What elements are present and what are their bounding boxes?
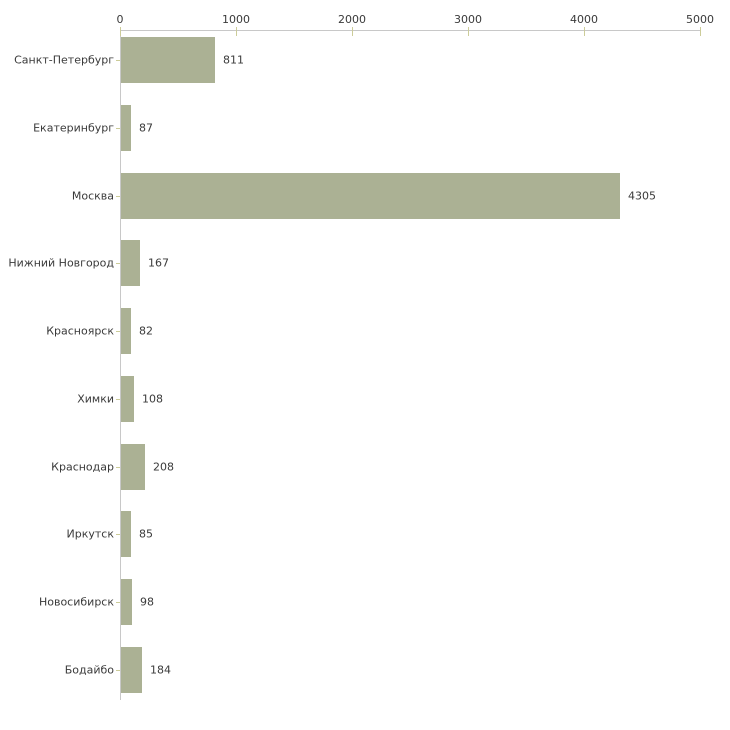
bar-value-label: 167 xyxy=(148,256,169,270)
bar-value-label: 184 xyxy=(150,663,171,677)
category-label: Красноярск xyxy=(46,324,114,338)
y-axis-tick xyxy=(116,467,120,468)
bar xyxy=(121,579,132,625)
y-axis-tick xyxy=(116,60,120,61)
bar-value-label: 4305 xyxy=(628,189,656,202)
x-axis-tick xyxy=(584,27,585,36)
bar-value-label: 82 xyxy=(139,324,153,338)
bar xyxy=(121,173,620,219)
category-label: Бодайбо xyxy=(64,663,114,677)
x-axis-tick-label: 4000 xyxy=(570,13,598,26)
category-label: Краснодар xyxy=(51,460,114,473)
x-axis-tick xyxy=(352,27,353,36)
bar xyxy=(121,240,140,286)
y-axis-tick xyxy=(116,602,120,603)
bar-value-label: 87 xyxy=(139,121,153,135)
x-axis-tick-label: 0 xyxy=(116,13,124,26)
category-label: Нижний Новгород xyxy=(8,256,114,270)
y-axis-line xyxy=(120,30,121,700)
bar xyxy=(121,37,215,83)
x-axis-tick xyxy=(700,27,701,36)
y-axis-tick xyxy=(116,670,120,671)
y-axis-tick xyxy=(116,331,120,332)
category-label: Новосибирск xyxy=(38,595,114,609)
bar xyxy=(121,647,142,693)
bar xyxy=(121,511,131,557)
bar-value-label: 208 xyxy=(153,460,174,473)
category-label: Москва xyxy=(71,189,114,202)
y-axis-tick xyxy=(116,128,120,129)
x-axis-tick xyxy=(236,27,237,36)
x-axis-line xyxy=(120,30,701,31)
bar xyxy=(121,105,131,151)
x-axis-tick-label: 1000 xyxy=(222,13,250,26)
y-axis-tick xyxy=(116,534,120,535)
category-label: Химки xyxy=(77,392,114,406)
category-label: Санкт-Петербург xyxy=(14,53,114,67)
x-axis-tick-label: 2000 xyxy=(338,13,366,26)
y-axis-tick xyxy=(116,196,120,197)
bar-value-label: 108 xyxy=(142,392,163,406)
x-axis-tick-label: 5000 xyxy=(686,13,714,26)
x-axis-tick-label: 3000 xyxy=(454,13,482,26)
y-axis-tick xyxy=(116,263,120,264)
category-label: Иркутск xyxy=(66,527,114,541)
bar xyxy=(121,308,131,354)
bar-value-label: 811 xyxy=(223,53,244,67)
bar-value-label: 98 xyxy=(140,595,154,609)
category-label: Екатеринбург xyxy=(33,121,114,135)
bar-value-label: 85 xyxy=(139,527,153,541)
x-axis-tick xyxy=(120,27,121,36)
bar xyxy=(121,444,145,490)
bar xyxy=(121,376,134,422)
y-axis-tick xyxy=(116,399,120,400)
x-axis-tick xyxy=(468,27,469,36)
